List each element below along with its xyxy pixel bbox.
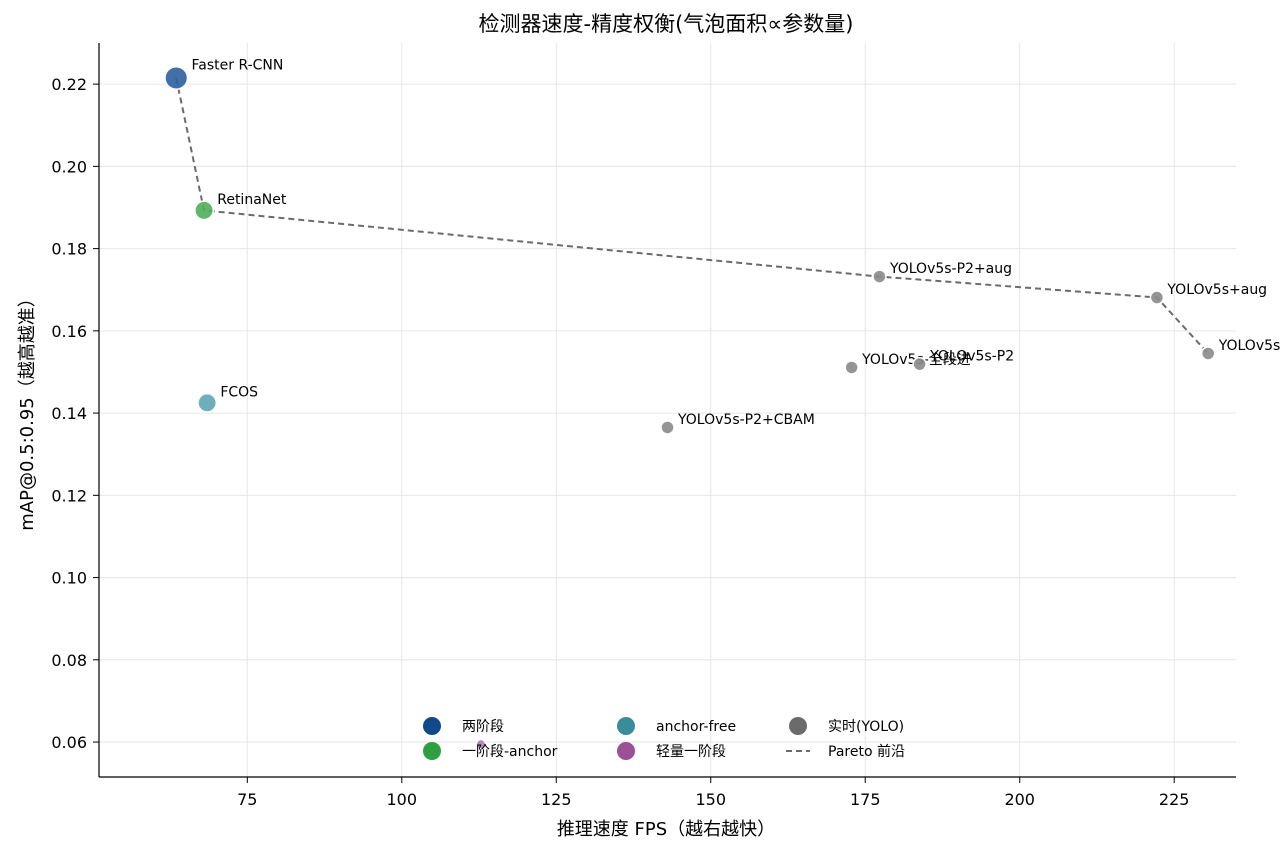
y-tick-label: 0.20: [51, 157, 87, 176]
legend-marker: [789, 717, 807, 735]
y-tick-label: 0.18: [51, 240, 87, 259]
point-marker: [475, 738, 487, 750]
data-points: Faster R-CNN RetinaNet FCOS YOLOv5s-P2+CBAM…: [164, 58, 1280, 750]
x-tick-label: 75: [237, 790, 257, 809]
x-tick-label: 225: [1159, 790, 1190, 809]
y-tick-label: 0.08: [51, 651, 87, 670]
point-label: RetinaNet: [217, 192, 287, 208]
point-label: FCOS: [220, 385, 258, 401]
grid: [99, 43, 1236, 777]
y-tick-label: 0.06: [51, 733, 87, 752]
point-marker: [912, 356, 927, 372]
x-tick-label: 125: [541, 790, 572, 809]
point-label: YOLOv5s+aug: [1166, 282, 1267, 298]
chart-title: 检测器速度-精度权衡(气泡面积∝参数量): [479, 12, 854, 36]
point-label: YOLOv5s-P2+CBAM: [677, 412, 815, 428]
legend-marker: [617, 742, 635, 760]
legend-label: 实时(YOLO): [828, 719, 904, 735]
legend-marker: [423, 742, 441, 760]
point-marker: [197, 392, 218, 413]
legend-label: 轻量一阶段: [656, 744, 726, 760]
y-ticks: 0.06 0.08 0.10 0.12 0.14 0.16 0.18 0.20 0.22: [51, 75, 99, 752]
y-tick-label: 0.16: [51, 322, 87, 341]
pareto-front-line: [175, 77, 1209, 355]
legend-label: 一阶段-anchor: [462, 744, 558, 760]
point-label: YOLOv5s-P2+aug: [889, 261, 1012, 277]
x-tick-label: 150: [695, 790, 726, 809]
y-tick-label: 0.14: [51, 404, 87, 423]
y-tick-label: 0.12: [51, 486, 87, 505]
legend-label: anchor-free: [656, 719, 736, 735]
point-label: Faster R-CNN: [192, 58, 284, 74]
legend-marker: [423, 717, 441, 735]
point-marker: [844, 360, 859, 375]
legend-label: 两阶段: [462, 719, 504, 735]
x-tick-label: 100: [387, 790, 418, 809]
point-marker: [164, 65, 189, 90]
point-marker: [1149, 290, 1165, 305]
point-label: YOLOv5s: [1218, 338, 1280, 354]
x-ticks: 75 100 125 150 175 200 225: [237, 777, 1189, 809]
y-tick-label: 0.10: [51, 569, 87, 588]
x-tick-label: 175: [850, 790, 881, 809]
point-marker: [660, 420, 675, 435]
point-marker: [872, 269, 887, 284]
legend-marker: [617, 717, 635, 735]
x-tick-label: 200: [1004, 790, 1035, 809]
point-label: YOLOv5s-P2: [929, 349, 1014, 365]
x-axis-label: 推理速度 FPS（越右越快）: [557, 819, 775, 840]
legend-label: Pareto 前沿: [828, 743, 905, 760]
y-axis-label: mAP@0.5:0.95（越高越准）: [17, 289, 38, 530]
point-marker: [1200, 346, 1216, 361]
point-marker: [194, 200, 214, 221]
axes: [98, 43, 1236, 778]
y-tick-label: 0.22: [51, 75, 87, 94]
